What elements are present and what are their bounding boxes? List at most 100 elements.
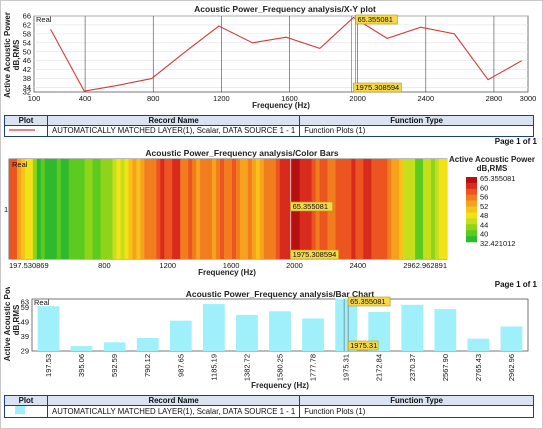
color-cell xyxy=(220,159,225,259)
color-cell xyxy=(168,159,173,259)
legend1-row[interactable]: AUTOMATICALLY MATCHED LAYER(1), Scalar, … xyxy=(4,125,534,137)
colorscale-label-1: 60 xyxy=(480,183,488,192)
color-cell xyxy=(431,159,436,259)
bar-marker[interactable]: 65.355081 1975.31 xyxy=(343,296,391,351)
color-cell xyxy=(395,159,400,259)
color-cell xyxy=(259,159,265,259)
color-cell xyxy=(399,159,404,259)
colorbar-x-tick-0: 197.530869 xyxy=(9,261,49,270)
bar[interactable] xyxy=(236,314,258,351)
color-cell xyxy=(108,159,113,259)
bar[interactable] xyxy=(434,309,457,351)
bar-x-tick-6: 1382.72 xyxy=(242,354,251,381)
xy-plot-title: Acoustic Power_Frequency analysis/X-Y pl… xyxy=(194,4,376,14)
bar-ylabel-line2: dB,RMS xyxy=(12,304,21,335)
color-cell xyxy=(375,159,380,259)
colorscale-swatch xyxy=(466,182,477,190)
colorscale-swatch xyxy=(466,212,477,219)
colorbar-corner-label: Real xyxy=(12,160,28,169)
color-cell xyxy=(88,159,94,259)
bar-y-tick-4: 29 xyxy=(21,347,29,356)
color-cell xyxy=(391,159,396,259)
xy-y-tick-6: 42 xyxy=(23,65,31,74)
color-cell xyxy=(423,159,428,259)
xy-plot: Acoustic Power_Frequency analysis/X-Y pl… xyxy=(3,4,537,110)
bar[interactable] xyxy=(70,346,93,351)
page-indicator-2: Page 1 of 1 xyxy=(494,280,537,289)
colorbar-x-tick-5: 2400 xyxy=(349,261,366,270)
bar[interactable] xyxy=(202,304,225,351)
color-cell xyxy=(263,159,269,259)
xy-x-tick-4: 1600 xyxy=(281,94,298,103)
color-cell xyxy=(331,159,336,259)
colorbar-xlabel: Frequency (Hz) xyxy=(198,268,256,277)
legend2-header-record: Record Name xyxy=(46,395,301,406)
color-cell xyxy=(239,159,245,259)
xy-series-line[interactable] xyxy=(50,16,522,92)
color-cell xyxy=(28,159,34,259)
bar[interactable] xyxy=(335,298,358,351)
xy-x-tick-8: 3000 xyxy=(520,94,537,103)
xy-y-tick-7: 38 xyxy=(23,74,31,83)
color-cell xyxy=(100,159,105,259)
colorscale-swatch xyxy=(466,230,477,237)
xy-plot-area[interactable] xyxy=(33,15,529,93)
bar-x-tick-0: 197.53 xyxy=(44,354,53,377)
xy-marker[interactable]: 65.355081 1975.308594 xyxy=(351,14,402,93)
bar-x-tick-5: 1185.19 xyxy=(209,354,218,381)
xy-y-tick-2: 58 xyxy=(23,29,31,38)
bar[interactable] xyxy=(103,342,126,351)
bar[interactable] xyxy=(401,304,424,351)
colorscale-swatch xyxy=(466,236,477,243)
color-cell xyxy=(180,159,185,259)
color-cell xyxy=(188,159,193,259)
bar-x-ticks: 197.53 395.06 592.59 790.12 987.65 1185.19 138… xyxy=(44,354,516,381)
colorscale-label-5: 44 xyxy=(480,220,488,229)
colorbar-cells xyxy=(9,159,448,259)
bar[interactable] xyxy=(467,338,490,351)
colorscale-swatch xyxy=(466,206,477,213)
legend2-header-function: Function Type xyxy=(299,395,534,406)
color-cell xyxy=(64,159,70,259)
xy-ylabel-line2: dB,RMS xyxy=(12,39,21,70)
page-indicator-1: Page 1 of 1 xyxy=(494,137,537,146)
legend2-row[interactable]: AUTOMATICALLY MATCHED LAYER(1), Scalar, … xyxy=(4,405,534,418)
color-cell xyxy=(72,159,78,259)
legend1-header-plot: Plot xyxy=(4,115,48,126)
legend2-function-type: Function Plots (1) xyxy=(299,405,534,418)
color-cell xyxy=(287,159,293,259)
color-cell xyxy=(156,159,161,259)
color-cell xyxy=(24,159,30,259)
bar[interactable] xyxy=(169,320,192,351)
bar-x-tick-12: 2567.90 xyxy=(441,354,450,381)
color-cell xyxy=(339,159,344,259)
color-cell xyxy=(363,159,368,259)
colorbar-x-tick-6: 2962.962891 xyxy=(403,261,447,270)
color-cell xyxy=(76,159,82,259)
color-cell xyxy=(283,159,289,259)
color-cell xyxy=(228,159,233,259)
color-cell xyxy=(208,159,213,259)
bar-x-tick-11: 2370.37 xyxy=(408,354,417,381)
color-cell xyxy=(251,159,257,259)
color-cell xyxy=(144,159,149,259)
xy-ylabel-line1: Active Acoustic Power xyxy=(3,12,12,98)
color-cell xyxy=(96,159,101,259)
bar[interactable] xyxy=(136,338,159,351)
bar[interactable] xyxy=(500,326,523,351)
colorbar-marker[interactable]: 65.355081 1975.308594 xyxy=(290,159,339,260)
color-cell xyxy=(407,159,412,259)
legend-table-2: Plot Record Name Function Type AUTOMATIC… xyxy=(4,395,534,418)
color-cell xyxy=(56,159,62,259)
bar[interactable] xyxy=(302,318,324,352)
xy-x-tick-2: 800 xyxy=(147,94,160,103)
color-cell xyxy=(403,159,408,259)
color-cell xyxy=(224,159,229,259)
bar[interactable] xyxy=(269,311,291,351)
bar-x-tick-10: 2172.84 xyxy=(375,354,384,381)
color-cell xyxy=(20,159,26,259)
color-cell xyxy=(411,159,416,259)
bar[interactable] xyxy=(37,306,60,351)
